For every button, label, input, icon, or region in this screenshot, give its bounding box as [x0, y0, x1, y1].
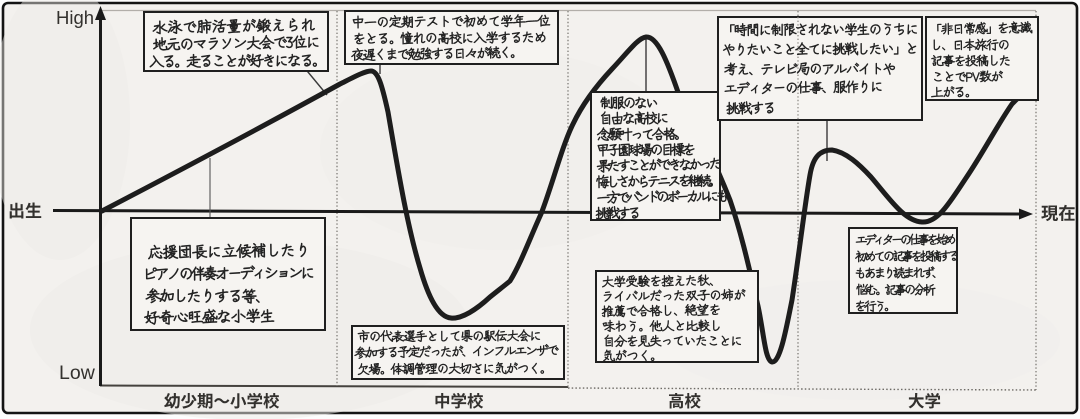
svg-text:High: High — [56, 7, 94, 28]
svg-text:Low: Low — [59, 362, 96, 384]
